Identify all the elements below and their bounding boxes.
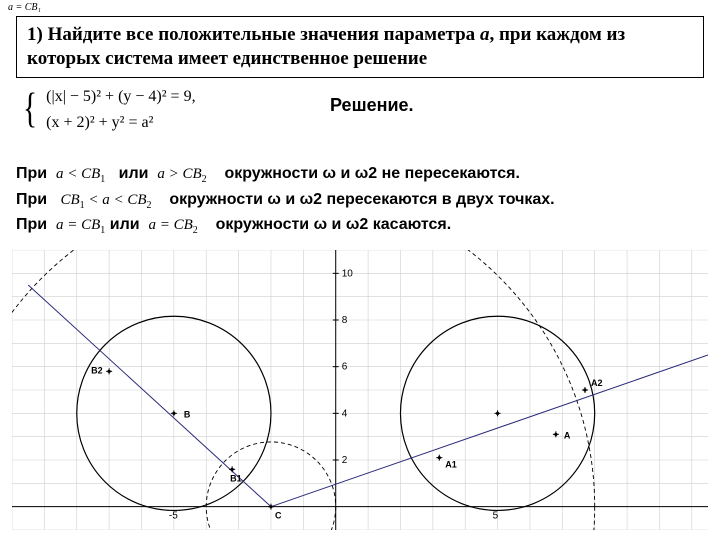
top-note: a = CB₁	[8, 2, 41, 13]
svg-text:5: 5	[493, 511, 499, 522]
svg-text:B2: B2	[91, 365, 103, 375]
eq-line-2: (x + 2)² + y² = a²	[46, 114, 153, 131]
cond-line-3: При a = CB1 или a = CB2 окружности ω и ω…	[16, 213, 555, 239]
brace-icon: {	[23, 91, 37, 129]
svg-text:A2: A2	[591, 378, 603, 388]
cond-a-gt-cb2: a > CB2	[157, 166, 206, 182]
cond-ili-1: или	[119, 165, 149, 182]
cond-pri-2: При	[16, 191, 47, 208]
prompt-param: a	[480, 24, 490, 45]
problem-prompt: 1) Найдите все положительные значения па…	[16, 16, 704, 78]
cond-ili-2: или	[110, 216, 140, 233]
svg-text:-5: -5	[169, 511, 178, 522]
equation-system: { (|x| − 5)² + (y − 4)² = 9, (x + 2)² + …	[20, 84, 196, 135]
cond-between: CB1 < a < CB2	[60, 192, 151, 208]
prompt-prefix: 1) Найдите все положительные значения па…	[27, 24, 480, 45]
conditions-block: При a < CB1 или a > CB2 окружности ω и ω…	[16, 162, 555, 239]
svg-text:B1: B1	[230, 473, 242, 483]
cond-line-1: При a < CB1 или a > CB2 окружности ω и ω…	[16, 162, 555, 188]
solution-title: Решение.	[330, 95, 414, 116]
svg-text:4: 4	[342, 408, 348, 419]
cond-a-lt-cb1: a < CB1	[56, 166, 105, 182]
svg-text:C: C	[275, 511, 282, 521]
svg-text:A1: A1	[445, 460, 457, 470]
svg-text:A: A	[564, 430, 571, 440]
cond-line-2: При CB1 < a < CB2 окружности ω и ω2 пере…	[16, 188, 555, 214]
eq-line-1: (|x| − 5)² + (y − 4)² = 9,	[46, 88, 195, 105]
cond-a-eq-cb1: a = CB1	[56, 217, 105, 233]
svg-text:2: 2	[342, 455, 348, 466]
svg-text:10: 10	[342, 268, 354, 279]
cond-pri-3: При	[16, 216, 47, 233]
plot-svg: 2 4 6 8 10 -5 5 C B A A1 A2 B1 B2	[12, 250, 708, 530]
svg-text:6: 6	[342, 362, 348, 373]
cond-tail-3: окружности ω и ω2 касаются.	[216, 216, 452, 233]
cond-tail-2: окружности ω и ω2 пересекаются в двух то…	[169, 191, 554, 208]
svg-text:8: 8	[342, 315, 348, 326]
cond-a-eq-cb2: a = CB2	[148, 217, 197, 233]
cond-tail-1: окружности ω и ω2 не пересекаются.	[224, 165, 519, 182]
svg-text:B: B	[184, 409, 191, 419]
geometry-plot: 2 4 6 8 10 -5 5 C B A A1 A2 B1 B2	[12, 250, 708, 530]
cond-pri-1: При	[16, 165, 47, 182]
